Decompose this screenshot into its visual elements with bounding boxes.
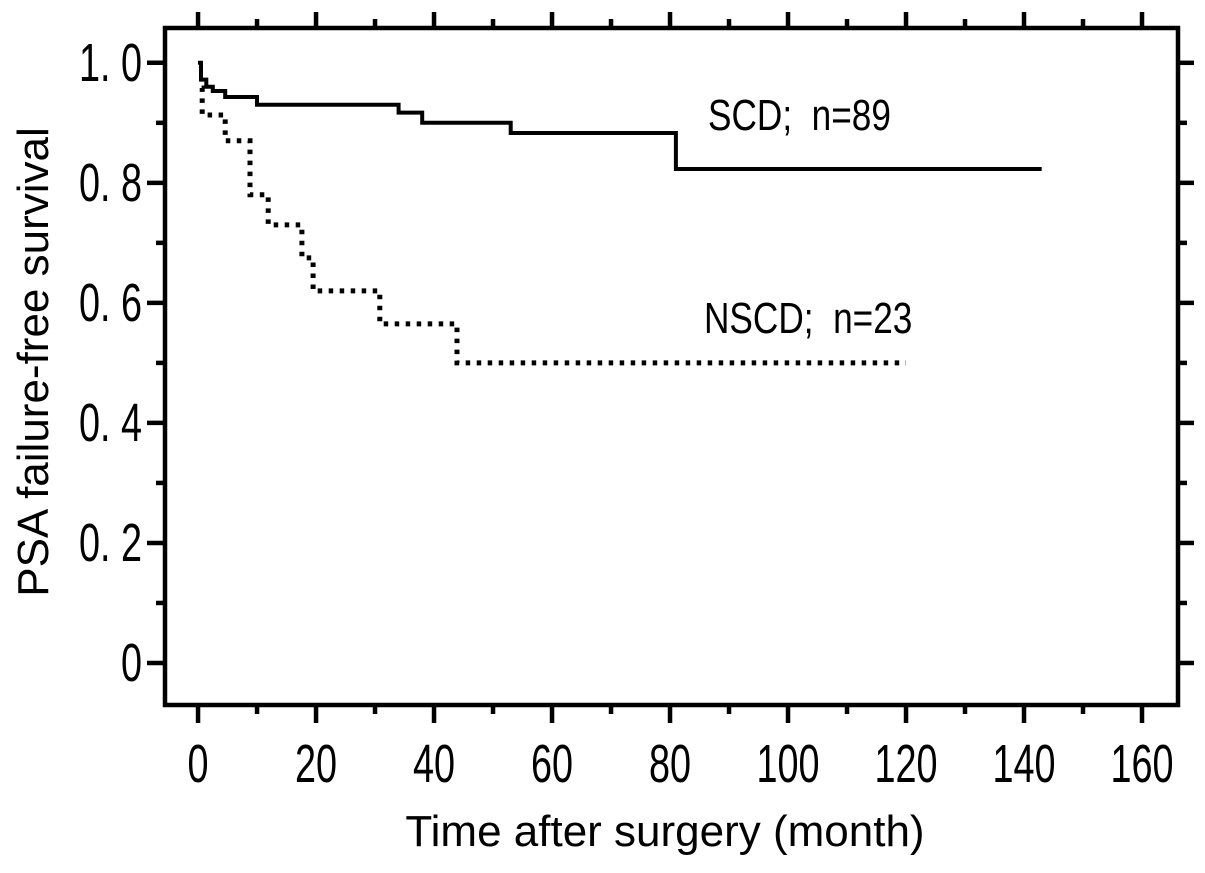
x-axis-title: Time after surgery (month): [405, 807, 925, 856]
y-tick-label: 0: [112, 636, 142, 690]
series-label-scd: SCD; n=89: [708, 91, 891, 140]
x-tick-label: 80: [640, 737, 700, 791]
y-tick-label-text: 0. 2: [78, 512, 142, 573]
x-tick-label: 160: [1097, 737, 1187, 791]
y-tick-label: 1. 0: [52, 36, 142, 90]
x-tick-label: 20: [286, 737, 346, 791]
x-tick-label: 100: [743, 737, 833, 791]
series-curve-scd: [198, 60, 1042, 171]
y-tick-label-text: 0. 8: [78, 152, 142, 213]
x-tick-label-text: 80: [648, 734, 692, 794]
y-axis-title: PSA failure-free survival: [9, 127, 58, 597]
x-tick-label-text: 40: [413, 734, 456, 794]
x-tick-label-text: 140: [992, 734, 1056, 794]
y-tick-label: 0. 2: [52, 516, 142, 570]
y-tick-label-text: 0. 6: [78, 272, 142, 333]
x-tick-label-text: 0: [187, 734, 209, 794]
y-tick-label-text: 0: [120, 632, 142, 693]
x-tick-label: 40: [404, 737, 464, 791]
y-tick-label-text: 1. 0: [78, 32, 142, 93]
x-tick-label: 60: [522, 737, 582, 791]
x-tick-label-text: 20: [295, 734, 338, 794]
y-tick-label-text: 0. 4: [78, 392, 142, 453]
x-tick-label: 140: [979, 737, 1069, 791]
y-tick-label: 0. 8: [52, 156, 142, 210]
x-tick-label-text: 120: [874, 734, 938, 794]
y-tick-label: 0. 6: [52, 276, 142, 330]
x-tick-label-text: 160: [1110, 734, 1174, 794]
x-tick-label: 0: [183, 737, 213, 791]
x-tick-label-text: 100: [756, 734, 820, 794]
x-tick-label: 120: [861, 737, 951, 791]
plot-frame: [162, 25, 1181, 708]
x-tick-label-text: 60: [530, 734, 574, 794]
series-label-nscd: NSCD; n=23: [704, 294, 913, 343]
y-tick-label: 0. 4: [52, 396, 142, 450]
series-curve-nscd: [199, 85, 906, 366]
